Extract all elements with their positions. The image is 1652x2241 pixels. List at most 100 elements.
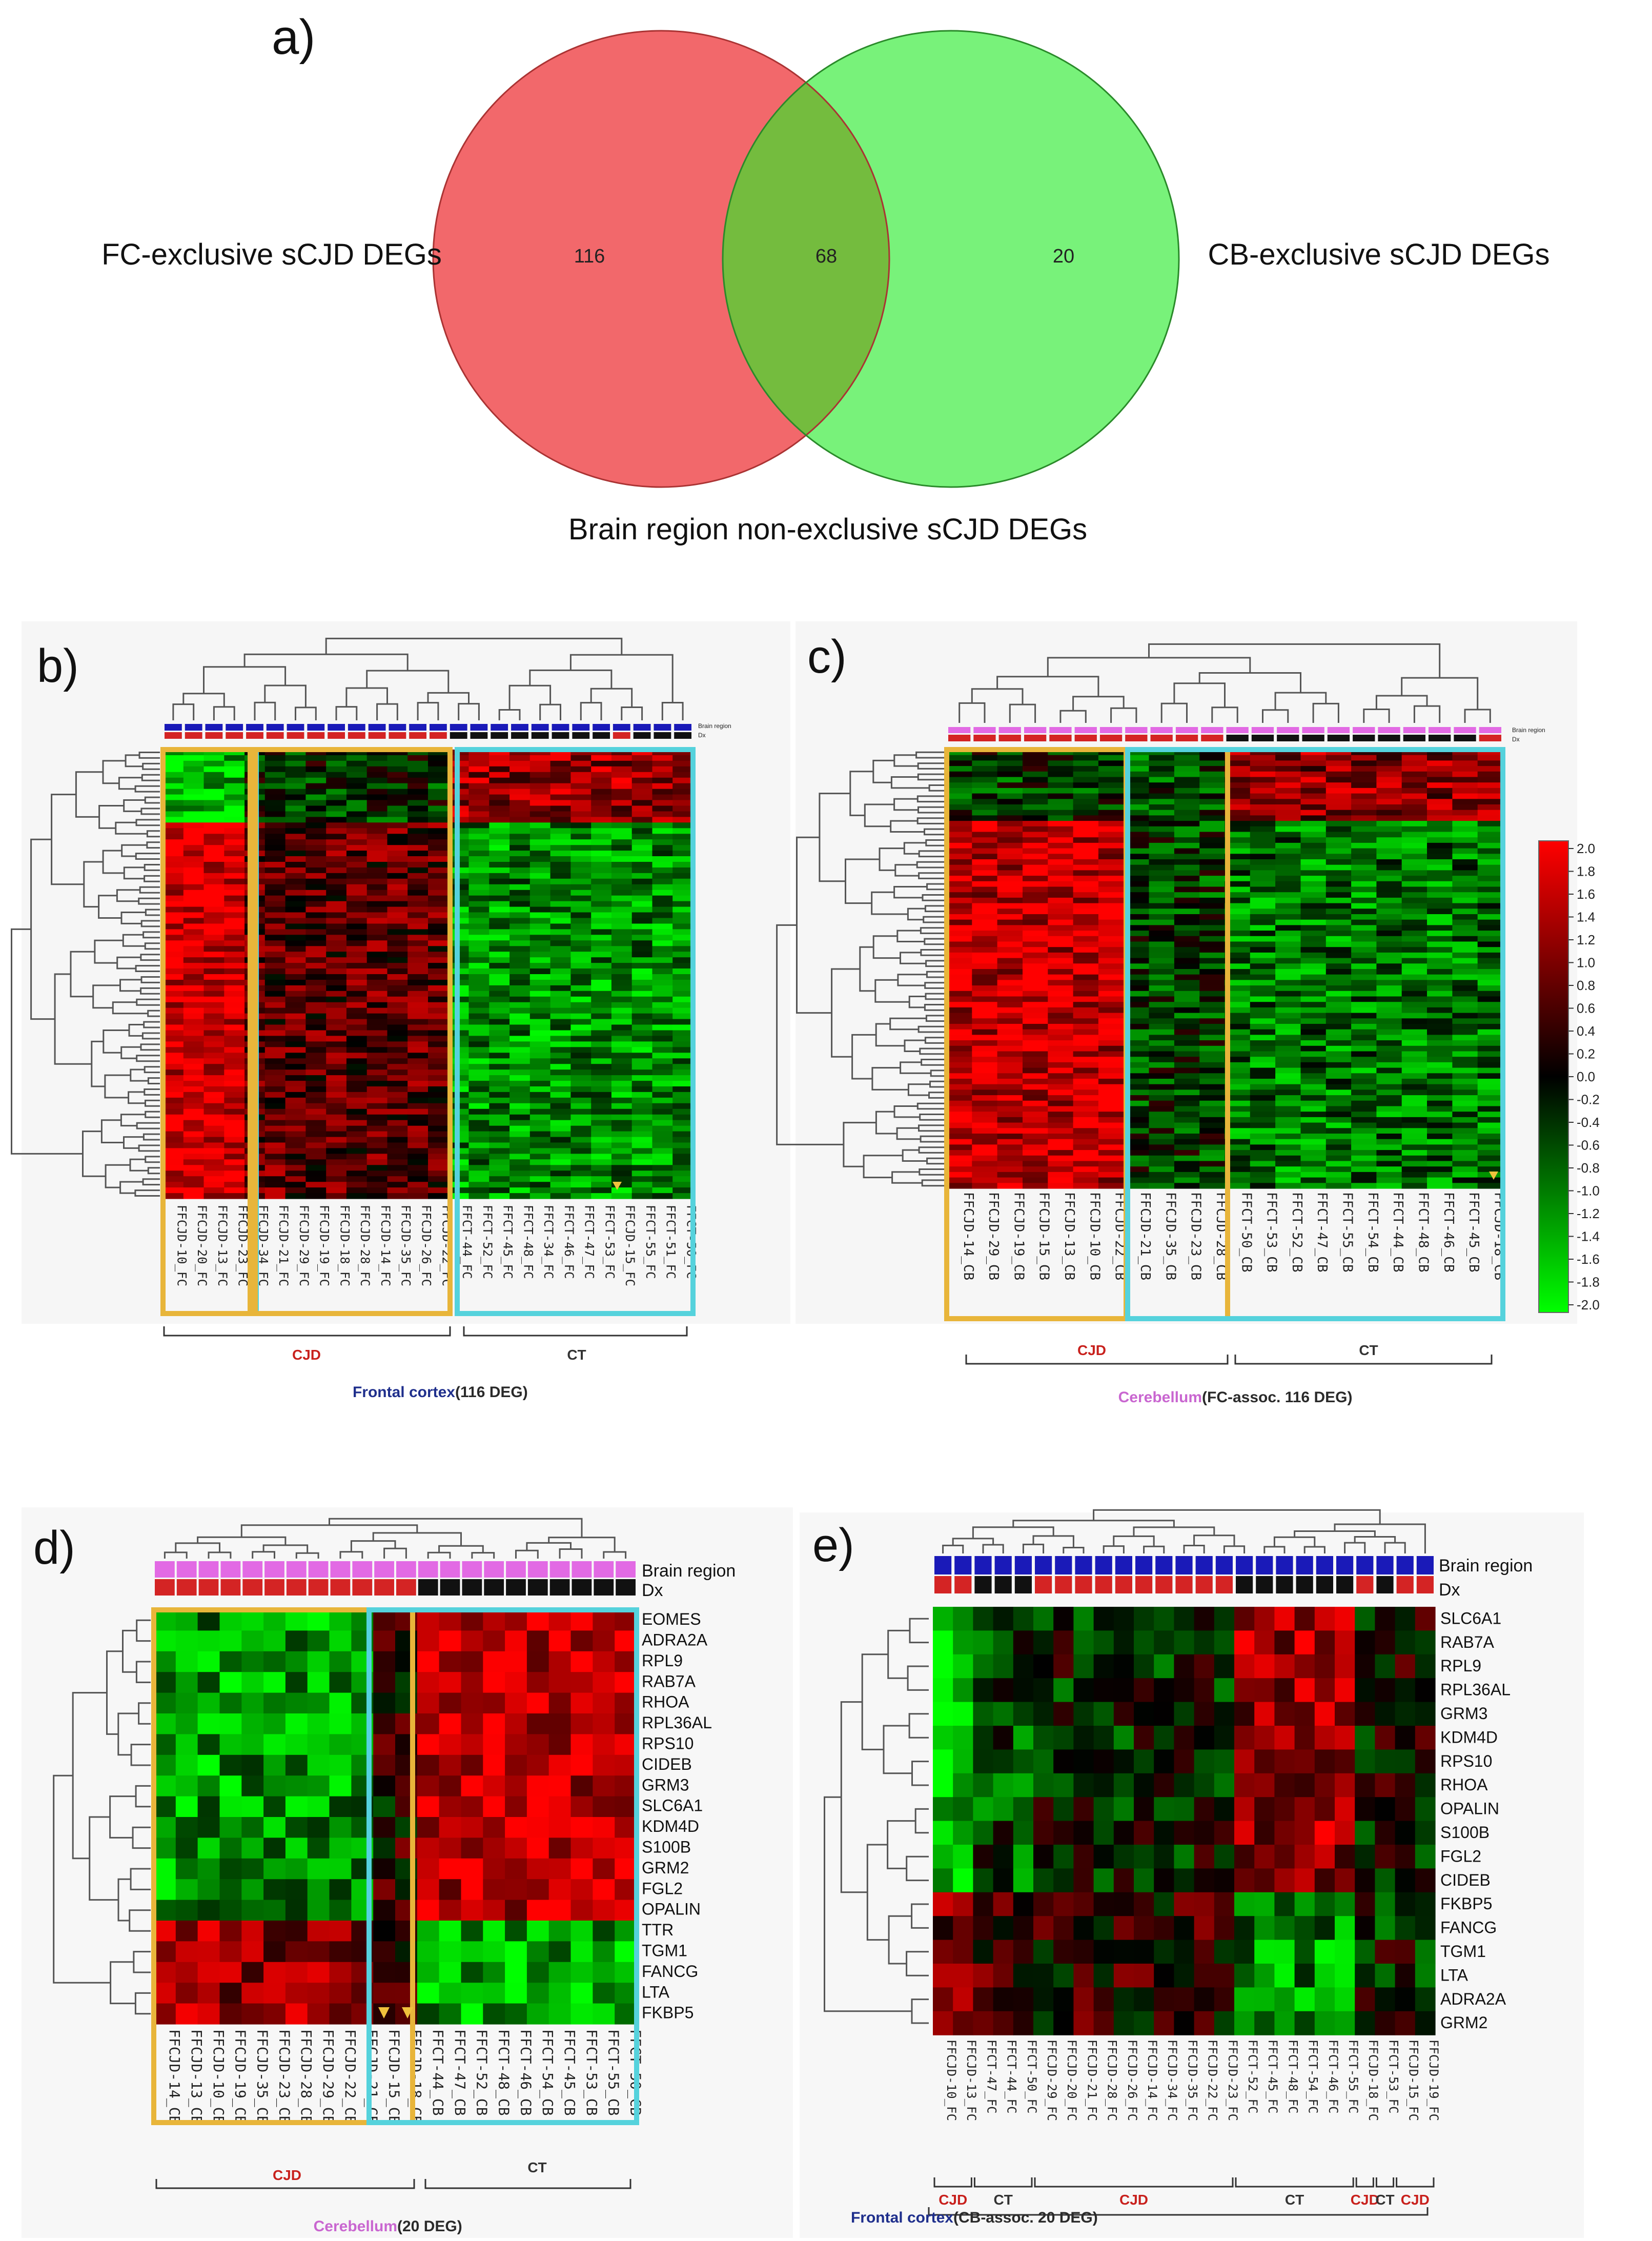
panel-d-cluster-frames: [151, 1607, 639, 2125]
heat-cell: [1048, 991, 1074, 997]
heat-cell: [1452, 864, 1478, 871]
heat-cell: [1225, 963, 1251, 970]
heat-cell: [591, 1064, 612, 1070]
heat-cell: [407, 766, 429, 773]
heat-cell: [241, 1754, 264, 1776]
heat-cell: [1452, 1079, 1478, 1085]
heat-cell: [591, 805, 612, 812]
heat-cell: [489, 963, 510, 969]
heat-cell: [326, 845, 347, 851]
heat-cell: [1325, 1084, 1352, 1090]
heat-cell: [1174, 991, 1200, 997]
heat-cell: [305, 760, 327, 767]
heat-cell: [652, 750, 673, 756]
heat-cell: [407, 935, 429, 941]
heat-cell: [326, 1007, 347, 1014]
heat-cell: [611, 766, 633, 773]
heat-cell: [591, 1053, 612, 1059]
heat-cell: [285, 1154, 306, 1160]
heat-cell: [1073, 1057, 1099, 1063]
heat-cell: [672, 789, 694, 795]
heat-cell: [1351, 815, 1377, 821]
heat-cell: [550, 800, 571, 806]
heat-cell: [1376, 1013, 1402, 1019]
heat-cell: [468, 1075, 490, 1081]
heat-cell: [997, 1067, 1023, 1074]
heat-cell: [1300, 750, 1327, 756]
heat-cell: [1023, 832, 1048, 838]
heat-cell: [570, 1838, 593, 1859]
heat-cell: [1477, 793, 1503, 799]
heat-cell: [1427, 1084, 1453, 1090]
heat-cell: [1452, 1029, 1478, 1035]
heat-cell: [1124, 1051, 1150, 1057]
heat-cell: [183, 1069, 205, 1076]
heat-cell: [1275, 1134, 1301, 1140]
heat-cell: [1376, 952, 1402, 959]
heat-cell: [1427, 821, 1453, 827]
heat-cell: [611, 1131, 633, 1138]
heat-cell: [366, 884, 388, 891]
heat-cell: [428, 1007, 449, 1014]
heat-cell: [652, 912, 673, 918]
heat-cell: [672, 783, 694, 790]
heat-cell: [529, 867, 551, 874]
heat-cell: [326, 1064, 347, 1070]
dx-box: [440, 1579, 460, 1596]
heat-cell: [1477, 750, 1503, 756]
heat-cell: [264, 890, 286, 896]
heat-cell: [183, 772, 205, 778]
heat-cell: [203, 1086, 225, 1093]
heat-cell: [428, 1187, 449, 1194]
heat-cell: [1124, 1062, 1150, 1068]
heat-cell: [947, 941, 972, 947]
heat-cell: [1073, 925, 1099, 931]
heat-cell: [241, 1672, 264, 1693]
heat-cell: [241, 1610, 264, 1631]
heat-cell: [652, 974, 673, 980]
heat-cell: [1300, 1051, 1327, 1057]
heat-cell: [1149, 1067, 1175, 1074]
heat-cell: [1023, 782, 1048, 789]
heat-cell: [1427, 1013, 1453, 1019]
heat-cell: [529, 991, 551, 997]
heat-cell: [631, 940, 653, 946]
heat-cell: [1073, 750, 1099, 756]
brain-region-box: [185, 724, 202, 731]
heat-cell: [154, 1941, 176, 1963]
heat-cell: [611, 912, 633, 918]
heat-cell: [1250, 1117, 1276, 1123]
heat-cell: [1401, 941, 1427, 947]
heat-cell: [1149, 1057, 1175, 1063]
heat-cell: [305, 1030, 327, 1036]
dx-box: [1024, 735, 1047, 741]
heat-cell: [346, 862, 368, 868]
brain-region-box: [1276, 1556, 1293, 1574]
gene-label: FGL2: [642, 1879, 683, 1897]
heat-cell: [1098, 766, 1124, 772]
heat-cell: [163, 1075, 184, 1081]
heat-cell: [1199, 1183, 1226, 1189]
heat-cell: [1174, 1106, 1200, 1112]
heat-cell: [526, 1672, 549, 1693]
heat-cell: [329, 1651, 352, 1672]
brain-region-box: [1226, 727, 1249, 733]
heat-cell: [407, 755, 429, 761]
heat-cell: [439, 1672, 461, 1693]
heat-cell: [373, 1775, 396, 1797]
dx-box: [1276, 1576, 1293, 1593]
heat-cell: [1098, 974, 1124, 980]
heat-cell: [163, 991, 184, 997]
heat-cell: [1124, 804, 1150, 811]
heat-cell: [1275, 1007, 1301, 1014]
heat-cell: [407, 940, 429, 946]
heat-cell: [285, 845, 306, 851]
heat-cell: [1073, 919, 1099, 925]
heat-cell: [591, 980, 612, 986]
dx-box: [954, 1576, 972, 1593]
heat-cell: [305, 890, 327, 896]
brain-region-box: [572, 724, 590, 731]
heat-cell: [1477, 1139, 1503, 1145]
heat-cell: [305, 1176, 327, 1182]
brain-region-box: [1403, 727, 1425, 733]
